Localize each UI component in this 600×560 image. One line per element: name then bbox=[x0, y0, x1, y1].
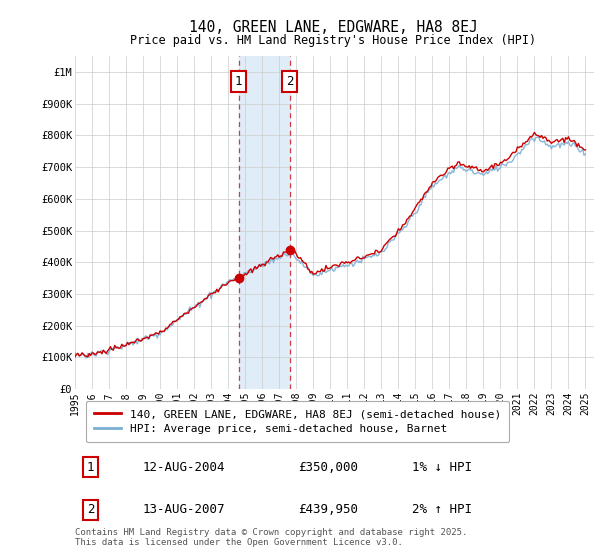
Text: 1% ↓ HPI: 1% ↓ HPI bbox=[412, 461, 472, 474]
Text: Contains HM Land Registry data © Crown copyright and database right 2025.
This d: Contains HM Land Registry data © Crown c… bbox=[75, 528, 467, 548]
Text: 2: 2 bbox=[286, 75, 293, 88]
Bar bbox=[239, 56, 290, 389]
Text: 2% ↑ HPI: 2% ↑ HPI bbox=[412, 503, 472, 516]
Text: £439,950: £439,950 bbox=[298, 503, 358, 516]
Text: 140, GREEN LANE, EDGWARE, HA8 8EJ: 140, GREEN LANE, EDGWARE, HA8 8EJ bbox=[188, 20, 478, 35]
Legend: 140, GREEN LANE, EDGWARE, HA8 8EJ (semi-detached house), HPI: Average price, sem: 140, GREEN LANE, EDGWARE, HA8 8EJ (semi-… bbox=[86, 401, 509, 442]
Text: £350,000: £350,000 bbox=[298, 461, 358, 474]
Text: 1: 1 bbox=[235, 75, 242, 88]
Text: 2: 2 bbox=[87, 503, 94, 516]
Text: Price paid vs. HM Land Registry's House Price Index (HPI): Price paid vs. HM Land Registry's House … bbox=[130, 34, 536, 46]
Text: 13-AUG-2007: 13-AUG-2007 bbox=[142, 503, 225, 516]
Text: 1: 1 bbox=[87, 461, 94, 474]
Text: 12-AUG-2004: 12-AUG-2004 bbox=[142, 461, 225, 474]
